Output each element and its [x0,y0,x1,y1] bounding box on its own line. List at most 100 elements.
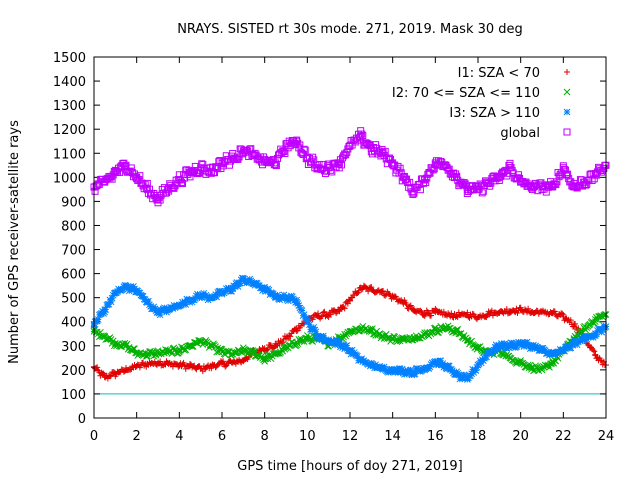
data-point [244,350,251,358]
data-point-anchor [218,289,226,297]
data-point [573,341,581,349]
data-point [320,309,327,316]
x-tick-label: 14 [384,429,401,444]
data-point [590,347,597,354]
data-point-anchor [517,359,525,367]
data-point-anchor [314,332,322,340]
data-point [94,316,102,323]
x-tick-label: 2 [133,429,141,444]
data-point [158,307,166,314]
data-point [119,285,127,293]
data-point [591,348,598,355]
data-point-anchor [560,313,567,320]
data-point [577,328,584,335]
data-point [418,308,425,315]
data-point [406,178,414,186]
data-point-anchor [101,178,109,186]
data-point [319,332,327,340]
data-point-anchor [335,159,343,167]
data-point [510,340,518,348]
data-point-anchor [293,296,301,304]
data-point [150,189,158,197]
data-point [310,324,318,331]
data-point-anchor [186,169,194,177]
data-point-anchor [527,342,535,350]
legend-marker [563,128,571,136]
data-point [225,161,233,169]
y-tick-label: 400 [61,316,86,331]
data-point-anchor [143,299,151,306]
data-point-anchor [239,276,247,283]
data-point-anchor [250,279,258,287]
data-point [213,293,221,301]
data-point-anchor [144,360,151,367]
data-point-anchor [432,309,439,316]
data-point-anchor [538,183,546,191]
data-point-anchor [443,311,449,318]
data-point-anchor [463,376,471,383]
y-tick-label: 100 [61,388,86,403]
data-point-anchor [176,362,183,369]
data-point-anchor [592,352,599,359]
legend-marker [564,69,570,75]
data-point-anchor [133,363,140,370]
y-tick-label: 1100 [53,147,86,162]
data-point-anchor [197,291,205,299]
data-point-anchor [581,178,589,186]
data-point [238,349,246,357]
data-point [506,159,514,167]
data-point [287,333,294,340]
data-point-anchor [453,371,461,379]
data-point-anchor [495,173,503,181]
y-tick-label: 1400 [53,75,86,90]
data-point-anchor [399,336,407,344]
data-point [488,350,496,358]
data-point [561,166,569,174]
data-point [234,155,242,163]
data-point [294,139,302,147]
y-tick-label: 300 [61,340,86,355]
data-point [315,336,323,343]
data-point [355,289,362,296]
data-point [476,357,484,365]
data-point [396,164,404,172]
data-point-anchor [453,173,461,181]
data-point-anchor [357,325,365,333]
data-point [426,363,434,371]
data-point-anchor [347,297,353,304]
y-tick-label: 500 [61,292,86,307]
data-point-anchor [570,183,578,191]
data-point [403,301,410,308]
data-point-anchor [399,367,407,375]
data-point [563,171,571,179]
data-point [289,293,296,301]
data-point-anchor [122,283,130,291]
data-point [295,302,303,309]
data-point-anchor [229,350,237,358]
data-point [312,328,320,336]
x-tick-label: 22 [555,429,572,444]
x-tick-label: 0 [90,429,98,444]
data-point-anchor [154,195,162,203]
y-tick-label: 900 [61,195,86,210]
legend-label: global [500,126,540,141]
data-point [234,283,242,290]
data-point-anchor [389,366,397,374]
data-point [218,346,226,353]
data-point [385,369,392,376]
data-point [298,307,306,314]
data-point [372,361,379,369]
x-tick-label: 24 [598,429,615,444]
data-point [300,311,308,318]
data-point-anchor [143,350,151,358]
data-point [393,366,401,374]
data-point-anchor [527,364,535,371]
data-point [575,325,582,332]
data-point-anchor [271,159,279,167]
data-point-anchor [240,357,247,364]
data-point [279,339,286,346]
data-point-anchor [165,184,173,192]
data-point [341,305,348,312]
data-point [467,372,474,379]
data-point-anchor [218,159,226,167]
